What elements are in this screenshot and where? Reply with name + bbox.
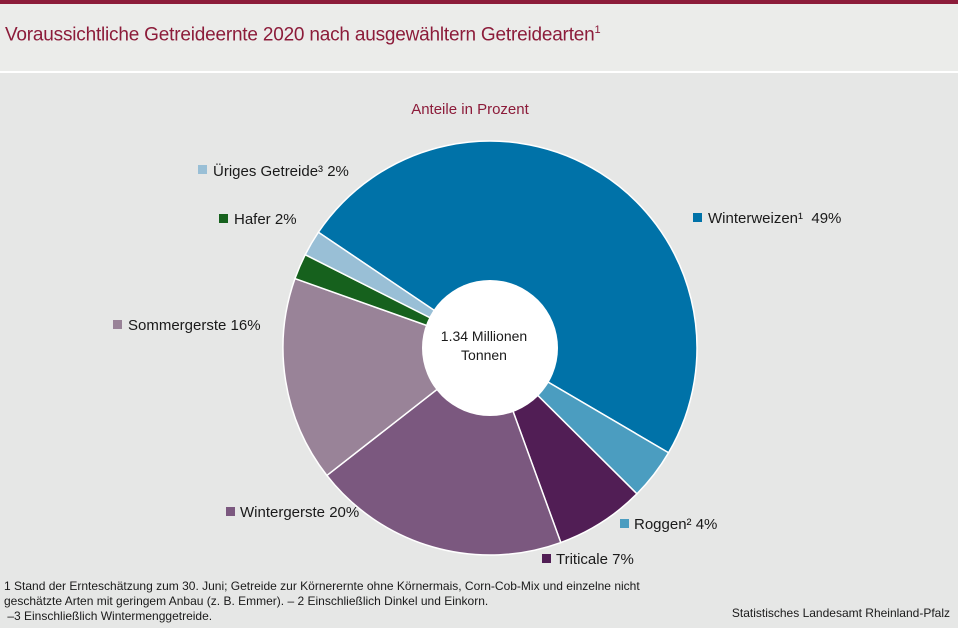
top-accent-bar <box>0 0 958 4</box>
label-sommergerste-text: Sommergerste 16% <box>128 317 261 334</box>
label-wintergerste: Wintergerste 20% <box>226 504 359 521</box>
center-label-line1: 1.34 Millionen <box>441 328 527 344</box>
label-hafer-text: Hafer 2% <box>234 211 297 228</box>
donut-hole <box>422 280 558 416</box>
label-sommergerste: Sommergerste 16% <box>113 317 261 334</box>
legend-swatch-roggen <box>620 519 629 528</box>
label-uebriges-getreide-text: Üriges Getreide³ 2% <box>213 162 349 180</box>
label-winterweizen: Winterweizen¹ 49% <box>693 210 841 227</box>
footnote-line-2: geschätzte Arten mit geringem Anbau (z. … <box>4 594 489 608</box>
center-label-line2: Tonnen <box>461 347 507 363</box>
legend-swatch-wintergerste <box>226 507 235 516</box>
label-hafer: Hafer 2% <box>219 211 297 228</box>
label-uebriges-getreide: Üriges Getreide³ 2% <box>198 162 349 180</box>
label-roggen-text: Roggen² 4% <box>634 516 717 533</box>
legend-swatch-uebriges-getreide <box>198 165 207 174</box>
header-divider <box>0 71 958 73</box>
legend-swatch-sommergerste <box>113 320 122 329</box>
label-roggen: Roggen² 4% <box>620 516 717 533</box>
legend-swatch-winterweizen <box>693 213 702 222</box>
footnote-line-3: –3 Einschließlich Wintermenggetreide. <box>4 609 213 623</box>
label-triticale-text: Triticale 7% <box>556 551 634 568</box>
label-triticale: Triticale 7% <box>542 551 634 568</box>
label-wintergerste-text: Wintergerste 20% <box>240 504 359 521</box>
footnotes: 1 Stand der Ernteschätzung zum 30. Juni;… <box>4 579 724 624</box>
chart-subtitle: Anteile in Prozent <box>411 101 529 118</box>
legend-swatch-triticale <box>542 554 551 563</box>
label-winterweizen-text: Winterweizen¹ 49% <box>708 210 841 227</box>
legend-swatch-hafer <box>219 214 228 223</box>
source-credit: Statistisches Landesamt Rheinland-Pfalz <box>731 606 950 620</box>
slice-4 <box>282 277 492 477</box>
page-title: Voraussichtliche Getreideernte 2020 nach… <box>5 24 601 46</box>
footnote-line-1: 1 Stand der Ernteschätzung zum 30. Juni;… <box>4 579 640 593</box>
header: Voraussichtliche Getreideernte 2020 nach… <box>0 4 958 71</box>
